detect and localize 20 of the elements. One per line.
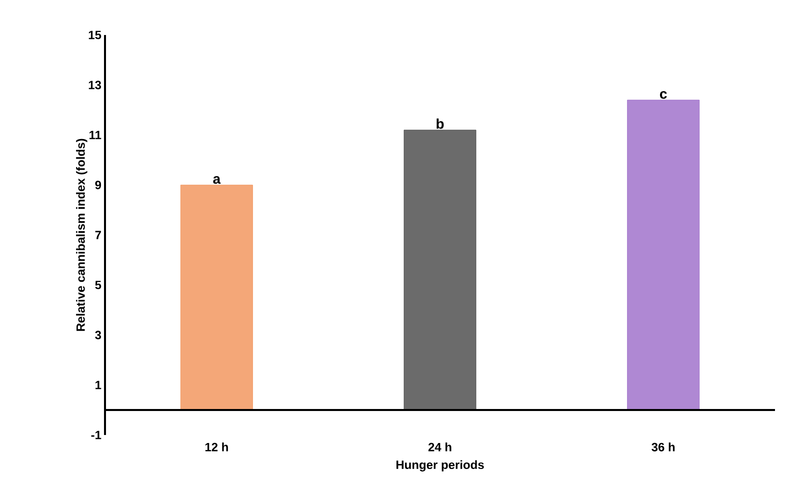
annotation: c bbox=[660, 91, 667, 99]
x-tick-label: 24 h bbox=[428, 442, 452, 452]
annotation: b bbox=[436, 118, 444, 129]
bar bbox=[180, 184, 253, 410]
x-tick-label: 12 h bbox=[205, 442, 228, 452]
annotation: a bbox=[213, 176, 221, 184]
bar bbox=[627, 100, 700, 410]
y-tick-label: 5 bbox=[95, 280, 102, 290]
y-tick-label: 9 bbox=[95, 180, 102, 190]
x-tick-label: 36 h bbox=[652, 442, 675, 452]
y-axis-title: Relative cannibalism index (folds) bbox=[76, 138, 88, 331]
y-tick-label: 3 bbox=[95, 330, 102, 340]
y-tick-label: 1 bbox=[96, 380, 102, 390]
y-tick-label: 15 bbox=[88, 30, 102, 40]
y-tick-label: 7 bbox=[95, 230, 101, 240]
y-tick-label: 11 bbox=[90, 130, 102, 140]
bar bbox=[404, 130, 476, 410]
y-tick-label: -1 bbox=[91, 430, 102, 440]
x-axis-title: Hunger periods bbox=[396, 460, 484, 472]
y-tick-label: 13 bbox=[88, 80, 102, 90]
